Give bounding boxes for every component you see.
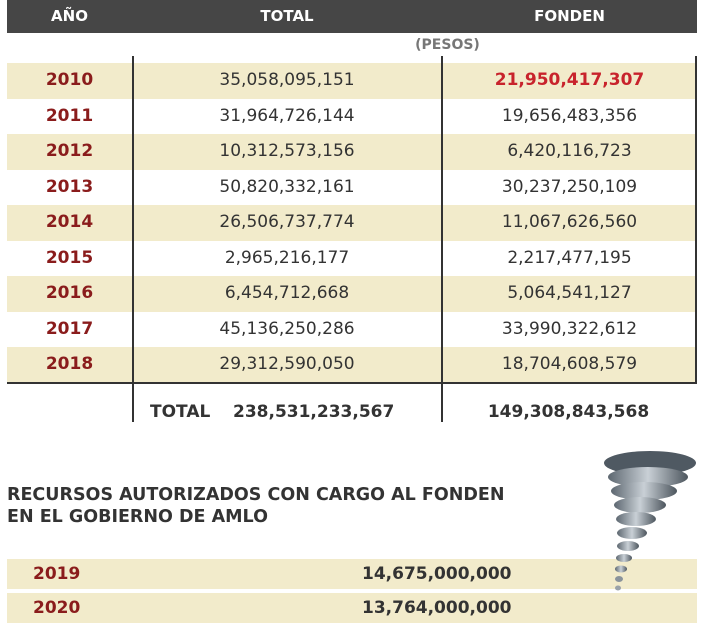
column-divider-edge <box>695 56 697 383</box>
row-total: 35,058,095,151 <box>219 70 355 90</box>
table-row: 2017 45,136,250,286 33,990,322,612 <box>7 312 697 348</box>
totals-fonden: 149,308,843,568 <box>487 402 650 422</box>
row-year: 2014 <box>45 212 94 232</box>
row-year: 2013 <box>45 176 94 197</box>
row-year: 2010 <box>45 70 94 90</box>
row-fonden: 11,067,626,560 <box>501 212 638 232</box>
row-fonden: 18,704,608,579 <box>501 354 638 374</box>
header-fonden: FONDEN <box>534 7 605 25</box>
row-total: 2,965,216,177 <box>224 247 350 268</box>
row-fonden: 5,064,541,127 <box>507 283 632 303</box>
totals-total: 238,531,233,567 <box>233 402 395 422</box>
amlo-row: 2019 14,675,000,000 <box>7 559 697 589</box>
table-row: 2016 6,454,712,668 5,064,541,127 <box>7 276 697 312</box>
amlo-title-line-2: EN EL GOBIERNO DE AMLO <box>7 507 268 527</box>
amlo-row-value: 14,675,000,000 <box>362 564 512 584</box>
amlo-row: 2020 13,764,000,000 <box>7 593 697 623</box>
table-row: 2012 10,312,573,156 6,420,116,723 <box>7 134 697 170</box>
tornado-icon <box>604 451 696 591</box>
column-divider-left <box>132 56 134 422</box>
row-fonden: 19,656,483,356 <box>501 105 638 126</box>
table-row: 2018 29,312,590,050 18,704,608,579 <box>7 347 697 383</box>
row-total: 31,964,726,144 <box>219 105 355 126</box>
row-fonden: 2,217,477,195 <box>507 247 632 268</box>
row-total: 26,506,737,774 <box>219 212 355 232</box>
header-year: AÑO <box>51 7 88 25</box>
table-bottom-rule <box>7 382 697 384</box>
row-fonden: 33,990,322,612 <box>501 318 638 339</box>
row-total: 45,136,250,286 <box>219 318 355 339</box>
row-fonden: 6,420,116,723 <box>507 141 632 161</box>
table-header: AÑO TOTAL FONDEN <box>7 0 697 33</box>
row-fonden: 21,950,417,307 <box>494 70 645 90</box>
row-year: 2016 <box>45 283 94 303</box>
amlo-row-year: 2019 <box>33 564 81 584</box>
header-total: TOTAL <box>260 7 314 25</box>
table-row: 2010 35,058,095,151 21,950,417,307 <box>7 63 697 99</box>
row-fonden: 30,237,250,109 <box>501 176 638 197</box>
unit-label: (PESOS) <box>415 37 480 53</box>
row-year: 2012 <box>45 141 94 161</box>
amlo-row-year: 2020 <box>33 598 81 618</box>
row-year: 2018 <box>45 354 94 374</box>
row-year: 2011 <box>45 105 94 126</box>
table-row: 2015 2,965,216,177 2,217,477,195 <box>7 241 697 277</box>
row-total: 50,820,332,161 <box>219 176 355 197</box>
row-year: 2017 <box>45 318 94 339</box>
amlo-section-title: RECURSOS AUTORIZADOS CON CARGO AL FONDEN… <box>7 484 567 528</box>
table-row: 2013 50,820,332,161 30,237,250,109 <box>7 170 697 206</box>
column-divider-right <box>441 56 443 422</box>
row-total: 6,454,712,668 <box>224 283 350 303</box>
row-total: 29,312,590,050 <box>219 354 355 374</box>
table-row: 2014 26,506,737,774 11,067,626,560 <box>7 205 697 241</box>
totals-label: TOTAL <box>150 402 211 422</box>
amlo-title-line-1: RECURSOS AUTORIZADOS CON CARGO AL FONDEN <box>7 485 505 505</box>
row-total: 10,312,573,156 <box>219 141 355 161</box>
table-row: 2011 31,964,726,144 19,656,483,356 <box>7 99 697 135</box>
amlo-row-value: 13,764,000,000 <box>362 598 512 618</box>
row-year: 2015 <box>45 247 94 268</box>
